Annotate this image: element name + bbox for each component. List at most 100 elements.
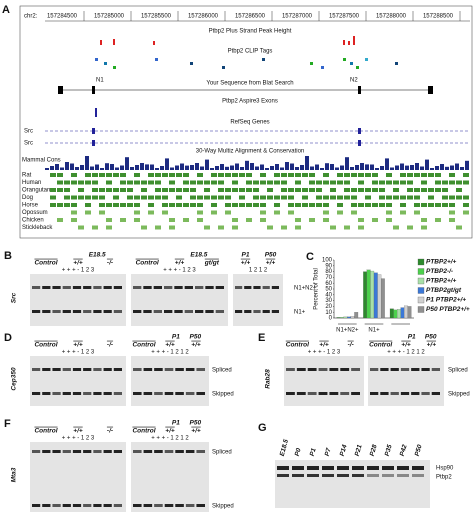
- gel-band: [93, 392, 102, 395]
- band-label: Spliced: [448, 368, 468, 374]
- alignment-block: [232, 173, 238, 177]
- alignment-block: [281, 173, 287, 177]
- alignment-block: [351, 203, 357, 207]
- alignment-block: [463, 195, 469, 200]
- gel-band: [205, 310, 214, 313]
- alignment-block: [190, 195, 196, 200]
- alignment-block: [309, 218, 315, 222]
- alignment-block: [99, 173, 105, 177]
- alignment-block: [358, 225, 364, 230]
- cons-bar: [45, 168, 49, 170]
- gel-band: [244, 286, 252, 289]
- alignment-block: [134, 210, 140, 215]
- gene-label: Src: [24, 129, 33, 135]
- gel-band: [164, 504, 174, 507]
- alignment-block: [197, 210, 203, 215]
- lane-label: P21: [354, 444, 364, 457]
- clip-tag: [321, 66, 324, 69]
- gel-band: [277, 466, 289, 470]
- alignment-block: [351, 210, 357, 215]
- alignment-block: [309, 203, 315, 207]
- band-label: N1+: [294, 310, 306, 316]
- cons-bar: [375, 168, 379, 170]
- gel-band: [175, 450, 184, 453]
- gel-band: [62, 368, 71, 371]
- alignment-block: [351, 173, 357, 177]
- cons-bar: [420, 166, 424, 170]
- gel-band: [411, 392, 420, 395]
- group-header: E18.5: [190, 252, 207, 259]
- y-axis-title: Percent of Total: [314, 268, 320, 310]
- cons-bar: [465, 160, 469, 170]
- alignment-block: [316, 180, 322, 185]
- bar: [370, 270, 375, 319]
- alignment-block: [197, 195, 203, 200]
- peak: [343, 40, 345, 45]
- gene-label: Src: [11, 292, 18, 303]
- alignment-block: [106, 218, 112, 222]
- alignment-block: [57, 218, 63, 222]
- alignment-block: [197, 203, 203, 207]
- alignment-block: [85, 173, 91, 177]
- alignment-block: [120, 180, 126, 185]
- alignment-block: [71, 195, 77, 200]
- cons-bar: [85, 156, 89, 170]
- gel-band: [62, 450, 71, 453]
- alignment-block: [78, 180, 84, 185]
- gel-band: [133, 368, 142, 371]
- cons-bar: [445, 166, 449, 170]
- bar: [366, 269, 371, 319]
- alignment-block: [344, 188, 350, 192]
- cons-bar: [345, 157, 349, 170]
- alignment-block: [274, 180, 280, 185]
- alignment-block: [85, 210, 91, 215]
- legend-swatch: [417, 258, 425, 266]
- gel-band: [154, 368, 163, 371]
- gel-band: [113, 450, 122, 453]
- band-label: Hsp90: [436, 466, 454, 472]
- gel-band: [83, 392, 92, 395]
- gel-band: [337, 466, 349, 470]
- cons-bar: [65, 162, 69, 170]
- genotype-header: +/+: [191, 428, 201, 435]
- gel: [131, 356, 209, 406]
- y-tick-label: 90: [325, 263, 332, 269]
- gel-band: [184, 310, 193, 313]
- gene-exon: [358, 140, 361, 146]
- genotype-header: -/-: [107, 342, 113, 349]
- alignment-block: [120, 203, 126, 207]
- alignment-block: [183, 180, 189, 185]
- gel-band: [133, 450, 142, 453]
- gel-band: [164, 368, 174, 371]
- alignment-block: [463, 180, 469, 185]
- panel-label: B: [4, 250, 12, 262]
- position-label: 157284500: [47, 14, 78, 20]
- alignment-block: [400, 210, 406, 215]
- cons-bar: [175, 165, 179, 170]
- alignment-block: [50, 203, 56, 207]
- alignment-block: [428, 203, 434, 207]
- exon-label: N2: [350, 78, 358, 84]
- cons-bar: [290, 163, 294, 170]
- cons-bar: [365, 164, 369, 170]
- cons-bar: [50, 166, 54, 170]
- gene-label: Rab28: [265, 369, 272, 389]
- genotype-header: +/+: [191, 342, 201, 349]
- group-header: P1: [408, 334, 416, 341]
- cons-bar: [230, 165, 234, 170]
- legend-label: PTBP2+/+: [426, 278, 457, 285]
- alignment-block: [113, 195, 119, 200]
- alignment-block: [393, 225, 399, 230]
- alignment-block: [407, 188, 413, 192]
- alignment-block: [295, 173, 301, 177]
- gel-band: [431, 392, 440, 395]
- lane-labels: + + + - 1 2 3: [163, 268, 196, 274]
- alignment-block: [386, 218, 392, 222]
- bar: [343, 316, 348, 319]
- alignment-block: [113, 203, 119, 207]
- alignment-block: [414, 203, 420, 207]
- gel-band: [196, 504, 205, 507]
- gel-band: [32, 504, 41, 507]
- alignment-block: [281, 195, 287, 200]
- gel-band: [83, 450, 92, 453]
